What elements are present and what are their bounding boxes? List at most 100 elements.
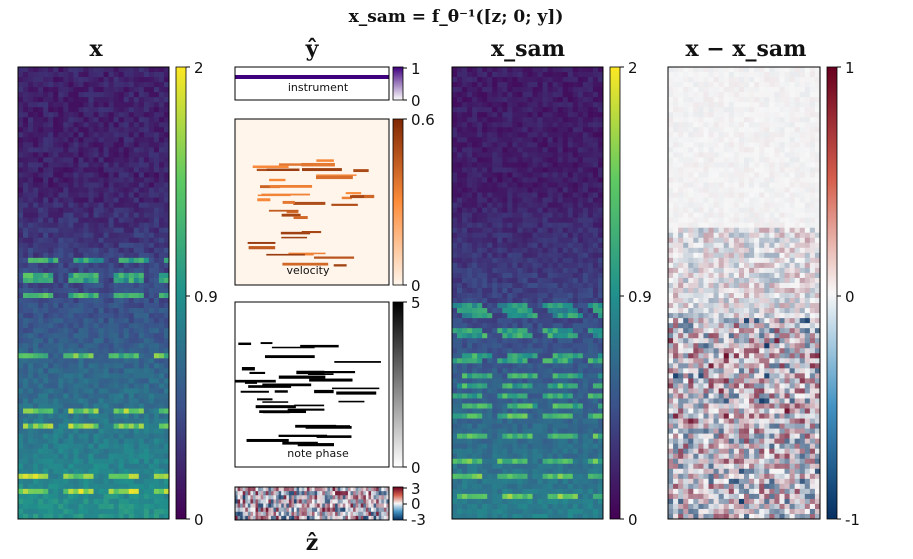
heatmap-cell (18, 172, 24, 178)
heatmap-cell (492, 167, 498, 173)
heatmap-cell (472, 483, 478, 490)
heatmap-cell (43, 293, 49, 299)
heatmap-cell (567, 77, 574, 83)
heatmap-cell (542, 313, 549, 319)
heatmap-cell (547, 247, 554, 254)
heatmap-cell (462, 488, 468, 495)
heatmap-cell (477, 453, 483, 460)
heatmap-cell (133, 142, 140, 148)
heatmap-cell (477, 293, 483, 299)
heatmap-cell (123, 282, 130, 289)
heatmap-cell (542, 162, 549, 168)
heatmap-cell (497, 438, 503, 445)
heatmap-cell (542, 137, 549, 143)
heatmap-cell (542, 247, 549, 254)
heatmap-cell (507, 448, 513, 455)
heatmap-cell (38, 227, 44, 234)
heatmap-cell (477, 328, 483, 334)
heatmap-cell (118, 182, 125, 188)
heatmap-cell (98, 348, 104, 354)
heatmap-cell (38, 187, 44, 193)
heatmap-cell (462, 82, 468, 88)
heatmap-cell (148, 343, 155, 349)
heatmap-cell (532, 463, 538, 470)
heatmap-cell (133, 102, 140, 108)
heatmap-cell (93, 303, 99, 309)
heatmap-cell (68, 152, 74, 158)
heatmap-cell (63, 468, 69, 475)
heatmap-cell (158, 398, 165, 404)
heatmap-cell (143, 423, 150, 429)
heatmap-cell (93, 408, 99, 414)
heatmap-cell (487, 137, 493, 143)
heatmap-cell (88, 112, 94, 118)
heatmap-cell (98, 508, 104, 515)
heatmap-cell (133, 508, 140, 515)
heatmap-cell (48, 247, 54, 254)
heatmap-cell (158, 182, 165, 188)
heatmap-cell (58, 388, 64, 394)
heatmap-cell (512, 368, 518, 374)
heatmap-cell (522, 488, 528, 495)
heatmap-cell (562, 277, 569, 284)
heatmap-cell (23, 498, 29, 505)
heatmap-cell (462, 353, 468, 359)
heatmap-cell (547, 298, 554, 304)
heatmap-cell (18, 303, 24, 309)
heatmap-cell (163, 448, 170, 455)
heatmap-cell (73, 398, 79, 404)
heatmap-cell (462, 147, 468, 153)
heatmap-cell (477, 197, 483, 203)
heatmap-cell (48, 197, 54, 203)
heatmap-cell (48, 483, 54, 490)
heatmap-cell (118, 298, 125, 304)
heatmap-cell (78, 182, 84, 188)
heatmap-cell (143, 308, 150, 314)
heatmap-cell (103, 503, 109, 510)
heatmap-cell (477, 493, 483, 500)
heatmap-cell (522, 303, 528, 309)
heatmap-cell (18, 67, 24, 73)
heatmap-cell (38, 132, 44, 138)
heatmap-cell (108, 212, 115, 219)
heatmap-cell (153, 257, 160, 264)
heatmap-cell (512, 488, 518, 495)
heatmap-cell (467, 72, 473, 78)
heatmap-cell (163, 132, 170, 138)
heatmap-cell (517, 373, 523, 379)
heatmap-cell (452, 247, 458, 254)
heatmap-cell (18, 413, 24, 419)
heatmap-cell (487, 338, 493, 344)
heatmap-cell (103, 262, 109, 269)
heatmap-cell (143, 82, 150, 88)
heatmap-cell (48, 373, 54, 379)
heatmap-cell (527, 197, 533, 203)
heatmap-cell (537, 247, 543, 254)
heatmap-cell (108, 413, 115, 419)
heatmap-cell (163, 152, 170, 158)
heatmap-cell (98, 293, 104, 299)
heatmap-cell (472, 303, 478, 309)
heatmap-cell (522, 438, 528, 445)
heatmap-cell (567, 82, 574, 88)
heatmap-cell (118, 488, 125, 495)
heatmap-cell (158, 348, 165, 354)
heatmap-cell (73, 172, 79, 178)
heatmap-cell (522, 348, 528, 354)
heatmap-cell (138, 423, 145, 429)
heatmap-cell (38, 413, 44, 419)
heatmap-cell (153, 463, 160, 470)
heatmap-cell (28, 152, 34, 158)
heatmap-cell (462, 378, 468, 384)
heatmap-cell (38, 217, 44, 224)
heatmap-cell (68, 142, 74, 148)
heatmap-cell (118, 293, 125, 299)
heatmap-cell (73, 303, 79, 309)
heatmap-cell (98, 112, 104, 118)
heatmap-cell (477, 393, 483, 399)
heatmap-cell (133, 358, 140, 364)
heatmap-cell (138, 232, 145, 239)
heatmap-cell (43, 267, 49, 274)
heatmap-cell (63, 87, 69, 93)
